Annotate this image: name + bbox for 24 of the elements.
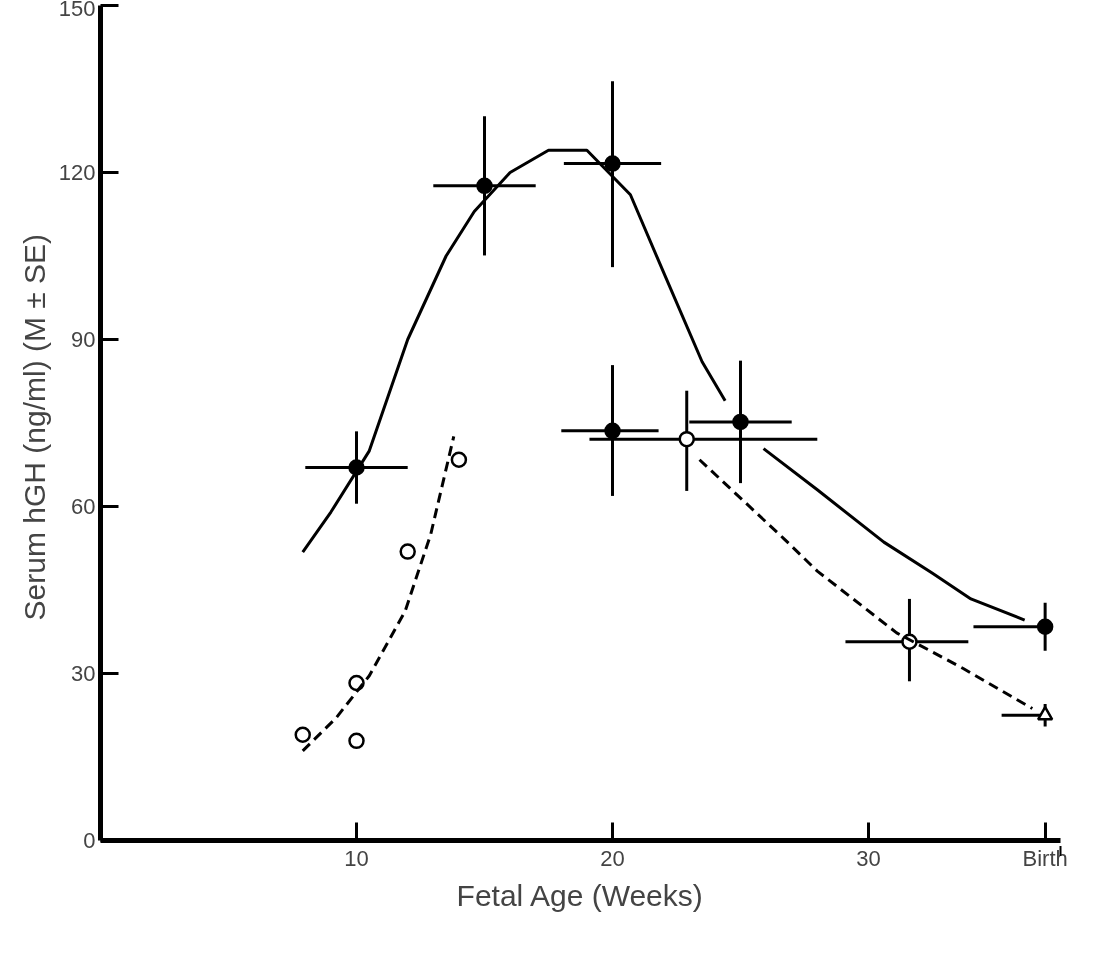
- x-axis-title: Fetal Age (Weeks): [456, 878, 703, 912]
- point: [294, 726, 311, 743]
- point: [1036, 618, 1054, 635]
- point: [476, 177, 493, 195]
- line-series: [698, 458, 1034, 711]
- point: [678, 430, 695, 448]
- x-tick-label: 30: [856, 845, 881, 871]
- point: [399, 543, 416, 560]
- y-tick-label: 30: [71, 661, 96, 686]
- y-tick-label: 150: [58, 0, 96, 21]
- y-tick-label: 60: [71, 494, 96, 519]
- point: [604, 155, 621, 172]
- point: [604, 422, 621, 440]
- point: [732, 413, 749, 431]
- x-tick-label: 20: [600, 845, 625, 871]
- x-tick-label: Birth: [1022, 845, 1068, 871]
- point: [450, 451, 468, 468]
- y-tick-label: 0: [83, 828, 96, 853]
- y-tick-label: 120: [58, 160, 96, 185]
- point: [348, 732, 365, 750]
- x-tick-label: 10: [344, 845, 369, 871]
- y-tick-label: 90: [71, 327, 96, 352]
- y-axis-title: Serum hGH (ng/ml) (M ± SE): [17, 233, 51, 621]
- line-series: [762, 447, 1027, 622]
